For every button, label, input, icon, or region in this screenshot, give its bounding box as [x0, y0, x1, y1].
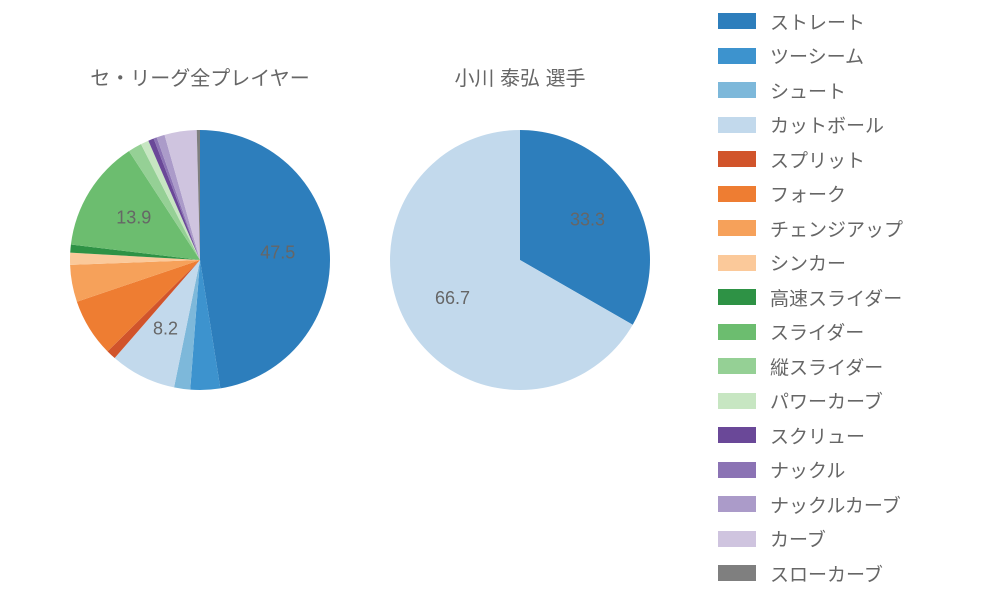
legend-item: ナックルカーブ	[710, 487, 1000, 522]
legend-swatch	[718, 48, 756, 64]
legend-item: 高速スライダー	[710, 280, 1000, 315]
legend-label: スプリット	[770, 146, 865, 173]
legend-item: ストレート	[710, 4, 1000, 39]
legend-label: シンカー	[770, 249, 846, 276]
legend-item: パワーカーブ	[710, 384, 1000, 419]
slice-label: 8.2	[153, 319, 178, 339]
legend-item: スプリット	[710, 142, 1000, 177]
legend-item: シュート	[710, 73, 1000, 108]
pie-title: 小川 泰弘 選手	[454, 67, 585, 90]
legend-label: カットボール	[770, 111, 884, 138]
legend-swatch	[718, 82, 756, 98]
legend-swatch	[718, 255, 756, 271]
legend-label: チェンジアップ	[770, 215, 903, 242]
legend-label: 高速スライダー	[770, 284, 902, 311]
legend-item: ツーシーム	[710, 39, 1000, 74]
legend-item: シンカー	[710, 246, 1000, 281]
slice-label: 47.5	[260, 243, 295, 263]
legend-label: 縦スライダー	[770, 353, 883, 380]
legend-swatch	[718, 151, 756, 167]
legend-label: ナックルカーブ	[770, 491, 901, 518]
legend-item: カットボール	[710, 108, 1000, 143]
pies-svg: セ・リーグ全プレイヤー 47.5 8.2 13.9 小川 泰弘 選手 33.3 66.7	[0, 0, 700, 600]
legend-swatch	[718, 220, 756, 236]
slice-label: 33.3	[570, 210, 605, 230]
legend-label: スクリュー	[770, 422, 865, 449]
legend-label: ツーシーム	[770, 42, 864, 69]
legend-swatch	[718, 13, 756, 29]
legend-label: シュート	[770, 77, 846, 104]
legend-swatch	[718, 531, 756, 547]
legend-label: フォーク	[770, 180, 846, 207]
legend-swatch	[718, 427, 756, 443]
legend-label: スローカーブ	[770, 560, 883, 587]
legend-item: フォーク	[710, 177, 1000, 212]
legend: ストレートツーシームシュートカットボールスプリットフォークチェンジアップシンカー…	[710, 0, 1000, 600]
legend-label: ストレート	[770, 8, 865, 35]
legend-label: カーブ	[770, 525, 826, 552]
legend-item: スクリュー	[710, 418, 1000, 453]
legend-item: スライダー	[710, 315, 1000, 350]
slice-label: 66.7	[435, 288, 470, 308]
legend-item: チェンジアップ	[710, 211, 1000, 246]
legend-swatch	[718, 393, 756, 409]
legend-swatch	[718, 289, 756, 305]
legend-label: パワーカーブ	[770, 387, 883, 414]
legend-item: スローカーブ	[710, 556, 1000, 591]
legend-item: ナックル	[710, 453, 1000, 488]
legend-item: 縦スライダー	[710, 349, 1000, 384]
pie-title: セ・リーグ全プレイヤー	[90, 67, 309, 90]
legend-item: カーブ	[710, 522, 1000, 557]
legend-swatch	[718, 324, 756, 340]
legend-swatch	[718, 565, 756, 581]
slice-label: 13.9	[116, 208, 151, 228]
legend-swatch	[718, 358, 756, 374]
chart-area: セ・リーグ全プレイヤー 47.5 8.2 13.9 小川 泰弘 選手 33.3 66.7	[0, 0, 700, 600]
legend-label: ナックル	[770, 456, 845, 483]
legend-swatch	[718, 462, 756, 478]
legend-swatch	[718, 186, 756, 202]
legend-swatch	[718, 496, 756, 512]
legend-label: スライダー	[770, 318, 864, 345]
legend-swatch	[718, 117, 756, 133]
